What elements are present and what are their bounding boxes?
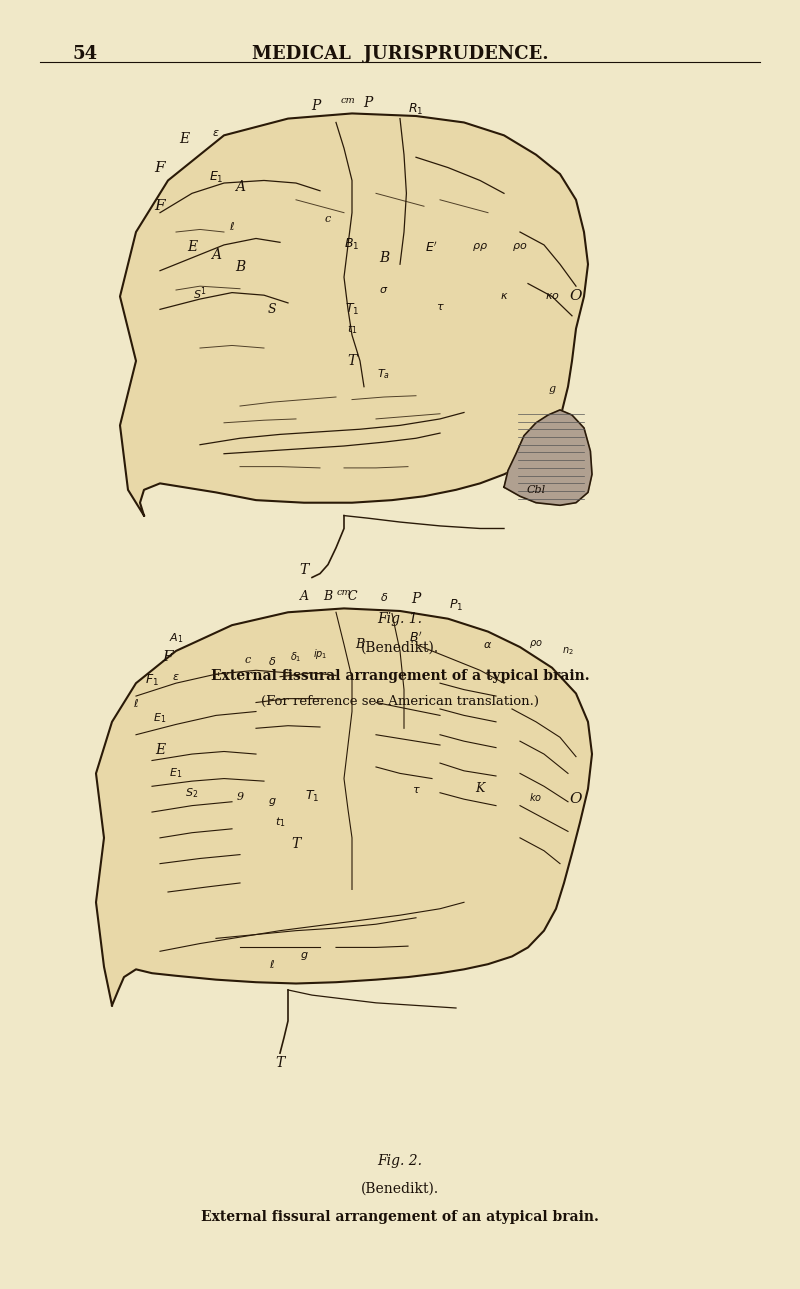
Text: O: O (570, 793, 582, 806)
Text: $\kappa$: $\kappa$ (500, 291, 508, 302)
Text: $B'$: $B'$ (409, 630, 423, 646)
Text: P: P (363, 97, 373, 110)
Text: g: g (549, 384, 555, 394)
Text: $t_1$: $t_1$ (346, 322, 358, 335)
Text: $ko$: $ko$ (530, 790, 542, 803)
Text: A: A (211, 249, 221, 262)
Text: $E_1$: $E_1$ (154, 712, 166, 724)
Text: Fig. 2.: Fig. 2. (378, 1154, 422, 1168)
Polygon shape (96, 608, 592, 1005)
Text: $g$: $g$ (300, 950, 308, 963)
Text: $ip_1$: $ip_1$ (313, 647, 327, 660)
Text: A: A (299, 590, 309, 603)
Text: $\delta$: $\delta$ (380, 590, 388, 603)
Text: T: T (291, 838, 301, 851)
Text: $\rho\rho$: $\rho\rho$ (472, 241, 488, 254)
Text: T: T (347, 354, 357, 367)
Text: E: E (179, 133, 189, 146)
Text: $\tau$: $\tau$ (412, 785, 420, 795)
Text: c: c (245, 655, 251, 665)
Text: $\rho o$: $\rho o$ (512, 241, 528, 254)
Text: Cbl: Cbl (526, 485, 546, 495)
Text: $T_1$: $T_1$ (345, 302, 359, 317)
Text: $B_1$: $B_1$ (344, 237, 360, 253)
Text: O: O (570, 290, 582, 303)
Text: $E_1$: $E_1$ (209, 170, 223, 186)
Text: $g$: $g$ (268, 795, 276, 808)
Text: P: P (311, 99, 321, 112)
Text: $R_1$: $R_1$ (408, 102, 424, 117)
Text: $T_1$: $T_1$ (305, 789, 319, 804)
Text: $E'$: $E'$ (426, 240, 438, 255)
Text: (For reference see American translation.): (For reference see American translation.… (261, 695, 539, 708)
Text: $S_2$: $S_2$ (186, 786, 198, 799)
Text: B: B (323, 590, 333, 603)
Text: $\delta_1$: $\delta_1$ (290, 651, 302, 664)
Text: External fissural arrangement of a typical brain.: External fissural arrangement of a typic… (210, 669, 590, 683)
Text: E: E (187, 241, 197, 254)
Text: F: F (162, 651, 174, 664)
Text: $P_1$: $P_1$ (449, 598, 463, 614)
Polygon shape (120, 113, 588, 516)
Text: MEDICAL  JURISPRUDENCE.: MEDICAL JURISPRUDENCE. (252, 45, 548, 63)
Text: $T_a$: $T_a$ (378, 367, 390, 380)
Text: $\delta$: $\delta$ (268, 655, 276, 668)
Text: B: B (379, 251, 389, 264)
Text: T: T (299, 563, 309, 576)
Text: A: A (235, 180, 245, 193)
Text: K: K (475, 782, 485, 795)
Text: C: C (347, 590, 357, 603)
Text: $E_1$: $E_1$ (170, 767, 182, 780)
Text: B: B (235, 260, 245, 273)
Text: $A_1$: $A_1$ (169, 632, 183, 644)
Text: P: P (411, 593, 421, 606)
Polygon shape (504, 410, 592, 505)
Text: T: T (275, 1057, 285, 1070)
Text: (Benedikt).: (Benedikt). (361, 641, 439, 655)
Text: F: F (154, 200, 166, 213)
Text: $\sigma$: $\sigma$ (379, 285, 389, 295)
Text: $t_1$: $t_1$ (274, 816, 286, 829)
Text: $\varepsilon$: $\varepsilon$ (212, 128, 220, 138)
Text: $\ell$: $\ell$ (133, 696, 139, 709)
Text: cm: cm (341, 97, 355, 104)
Text: 9: 9 (237, 791, 243, 802)
Text: S: S (268, 303, 276, 316)
Text: $n_2$: $n_2$ (562, 644, 574, 657)
Text: $\tau$: $\tau$ (436, 302, 444, 312)
Text: F: F (154, 161, 166, 174)
Text: c: c (325, 214, 331, 224)
Text: $\kappa o$: $\kappa o$ (545, 291, 559, 302)
Text: $\rho o$: $\rho o$ (529, 638, 543, 651)
Text: $S^1$: $S^1$ (193, 286, 207, 302)
Text: cm: cm (337, 589, 351, 597)
Text: $F_1$: $F_1$ (145, 673, 159, 688)
Text: Fig. 1.: Fig. 1. (378, 612, 422, 626)
Text: $\ell$: $\ell$ (269, 958, 275, 971)
Text: E: E (155, 744, 165, 757)
Text: External fissural arrangement of an atypical brain.: External fissural arrangement of an atyp… (201, 1210, 599, 1225)
Text: B: B (355, 638, 365, 651)
Text: $\alpha$: $\alpha$ (483, 639, 493, 650)
Text: $\ell$: $\ell$ (229, 219, 235, 232)
Text: $\varepsilon$: $\varepsilon$ (172, 672, 180, 682)
Text: (Benedikt).: (Benedikt). (361, 1182, 439, 1196)
Text: 54: 54 (72, 45, 97, 63)
